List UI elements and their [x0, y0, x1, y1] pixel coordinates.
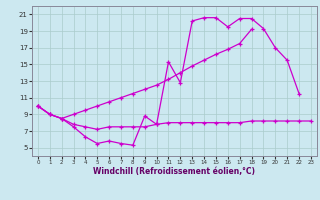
- X-axis label: Windchill (Refroidissement éolien,°C): Windchill (Refroidissement éolien,°C): [93, 167, 255, 176]
